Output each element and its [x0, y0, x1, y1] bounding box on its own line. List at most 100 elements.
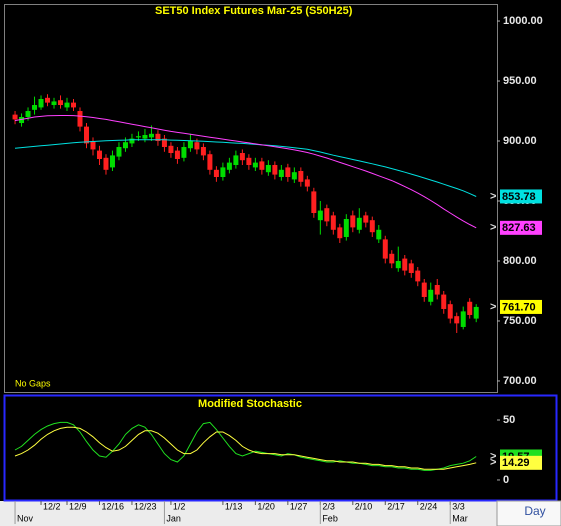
candle-body: [434, 284, 440, 295]
candle-body: [428, 289, 434, 302]
candle-body: [226, 162, 232, 170]
last-arrow: >: [490, 190, 496, 202]
last-label: 761.70: [502, 301, 536, 313]
candle-body: [148, 133, 154, 138]
candle-body: [285, 167, 291, 178]
x-axis-strip: [0, 501, 561, 526]
x-tick-label: 12/9: [69, 501, 87, 511]
candle-body: [402, 258, 408, 271]
candle-body: [259, 161, 265, 170]
candle-body: [239, 153, 245, 161]
candle-body: [473, 306, 479, 319]
candle-body: [337, 227, 343, 239]
candle-body: [187, 141, 193, 149]
candle-body: [467, 301, 473, 315]
x-tick-label: 1/20: [257, 501, 275, 511]
y-tick-label: 800.00: [503, 255, 537, 267]
last-label-box: [500, 455, 542, 470]
period-label: Day: [524, 504, 545, 518]
candle-body: [32, 105, 38, 110]
candle-body: [311, 191, 317, 213]
candle-body: [298, 171, 304, 182]
candle-body: [207, 154, 213, 170]
last-label: 14.29: [502, 457, 530, 469]
candle-body: [454, 316, 460, 324]
x-tick-label: 2/17: [387, 501, 405, 511]
last-arrow: >: [490, 222, 496, 234]
candle-body: [356, 217, 362, 230]
candle-body: [324, 208, 330, 222]
candle-body: [25, 111, 31, 118]
last-arrow: >: [490, 301, 496, 313]
candle-body: [447, 304, 453, 319]
candle-body: [304, 179, 310, 187]
candle-body: [395, 260, 401, 269]
candle-body: [155, 133, 161, 142]
candle-body: [51, 101, 57, 106]
candle-body: [350, 215, 356, 228]
candle-body: [116, 147, 122, 157]
candle-body: [12, 114, 18, 120]
line-series: [14, 421, 477, 471]
candle-body: [38, 99, 44, 108]
x-tick-label: 12/23: [134, 501, 157, 511]
candle-body: [460, 311, 466, 327]
candle-body: [376, 229, 382, 240]
stochastic-title: Modified Stochastic: [198, 398, 302, 410]
candle-body: [19, 117, 25, 124]
stochastic-panel: [3, 394, 558, 502]
y-tick-label: 1000.00: [503, 15, 543, 27]
y-tick-label: 0: [503, 474, 509, 486]
y-tick-label: 750.00: [503, 315, 537, 327]
candle-body: [291, 172, 297, 180]
candle-body: [142, 135, 148, 139]
candle-body: [363, 215, 369, 223]
y-tick-label: 950.00: [503, 75, 537, 87]
last-arrow: >: [490, 457, 496, 469]
candle-body: [389, 253, 395, 264]
candle-body: [168, 145, 174, 154]
candle-body: [200, 147, 206, 156]
month-label: Feb: [322, 513, 338, 523]
candle-body: [343, 218, 349, 237]
candle-body: [77, 111, 83, 127]
month-label: Mar: [452, 513, 468, 523]
candle-body: [369, 220, 375, 233]
candle-body: [252, 162, 258, 168]
candle-body: [83, 126, 89, 144]
x-tick-label: 2/3: [322, 501, 335, 511]
line-series: [14, 115, 477, 229]
chart-title: SET50 Index Futures Mar-25 (S50H25): [155, 5, 353, 17]
candle-body: [161, 138, 167, 148]
last-label-box: [500, 299, 542, 314]
x-tick-label: 2/10: [355, 501, 373, 511]
month-label: Nov: [17, 513, 34, 523]
candle-body: [58, 100, 64, 106]
line-series: [14, 139, 477, 197]
candle-body: [441, 294, 447, 309]
candle-body: [181, 147, 187, 158]
line-series: [14, 426, 477, 470]
y-tick-label: 50: [503, 414, 515, 426]
candle-body: [272, 165, 278, 175]
candle-body: [64, 102, 70, 108]
x-tick-label: 3/3: [452, 501, 465, 511]
candle-body: [213, 169, 219, 178]
last-label-box: [500, 220, 542, 235]
candle-body: [96, 150, 102, 160]
candle-body: [220, 167, 226, 178]
candle-body: [109, 155, 115, 168]
gap-note: No Gaps: [15, 378, 51, 388]
candle-body: [194, 142, 200, 150]
last-arrow: >: [490, 450, 496, 462]
candle-body: [174, 150, 180, 160]
candle-body: [265, 165, 271, 173]
candle-body: [135, 136, 141, 138]
candle-body: [233, 155, 239, 166]
candle-body: [45, 97, 51, 103]
candle-body: [71, 102, 77, 108]
price-panel: [4, 4, 498, 393]
candle-body: [408, 263, 414, 273]
